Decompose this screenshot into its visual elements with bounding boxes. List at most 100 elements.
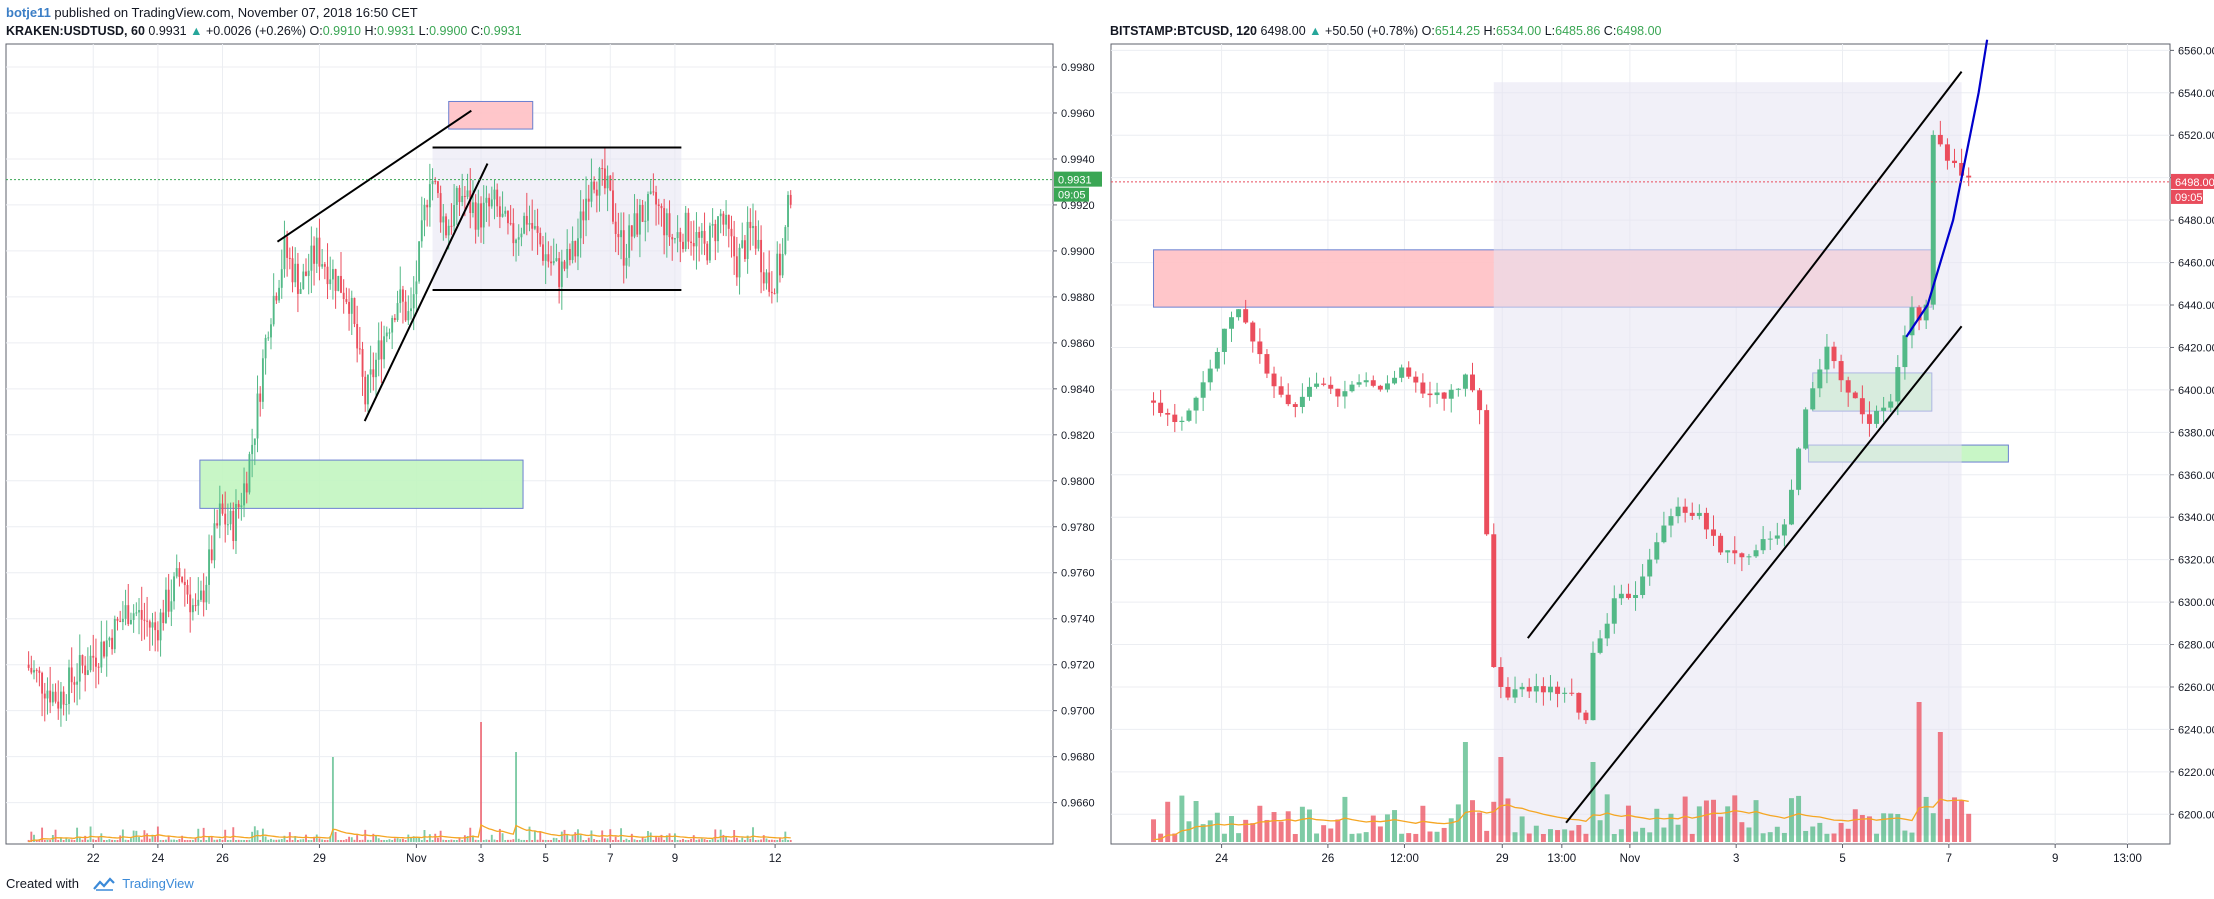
btc-candle (1604, 623, 1610, 639)
btc-candle (1399, 367, 1405, 378)
usdt-candle (278, 287, 281, 301)
usdt-volume-bar (356, 835, 359, 842)
btc-candle (1512, 689, 1518, 698)
btc-x-tick-label: 24 (1215, 853, 1228, 865)
usdt-volume-bar (264, 836, 267, 842)
usdt-volume-bar (173, 839, 175, 842)
usdt-chart[interactable]: 0.9980 0.9960 0.9940 0.9920 0.9900 0.9880 0.98… (0, 0, 1105, 870)
btc-candle (1725, 550, 1731, 553)
usdt-volume-bar (711, 839, 714, 842)
btc-volume-bar (1186, 821, 1192, 842)
usdt-candle (418, 241, 421, 282)
btc-candle (1746, 556, 1752, 558)
usdt-y-tick-label: 0.9980 (1061, 62, 1095, 74)
usdt-candle (544, 254, 547, 261)
usdt-x-tick-label: 22 (87, 853, 100, 865)
usdt-x-tick-label: 12 (769, 853, 782, 865)
btc-candle (1640, 576, 1646, 596)
btc-volume-bar (1413, 833, 1419, 842)
btc-volume-bar (1406, 833, 1412, 842)
usdt-volume-bar (243, 839, 245, 842)
usdt-volume-bar (299, 839, 302, 842)
usdt-volume-bar (205, 839, 208, 842)
usdt-volume-bar (547, 839, 550, 842)
tradingview-logo-icon (92, 877, 115, 891)
btc-symbol[interactable]: BITSTAMP:BTCUSD, 120 (1110, 24, 1258, 38)
usdt-x-tick-label: 29 (313, 853, 326, 865)
usdt-volume-bar (708, 839, 711, 842)
usdt-candle (369, 369, 372, 375)
usdt-candle (558, 258, 561, 287)
usdt-volume-bar (202, 827, 205, 842)
usdt-volume-bar (235, 839, 237, 842)
usdt-candle (178, 568, 181, 577)
btc-candle (1739, 553, 1745, 558)
usdt-candle (380, 340, 383, 360)
usdt-volume-bar (725, 836, 728, 842)
btc-low: 6485.86 (1555, 24, 1601, 38)
usdt-candle (334, 269, 337, 291)
btc-candle (1470, 374, 1475, 391)
btc-volume-bar (1597, 820, 1603, 842)
usdt-candle (138, 610, 140, 613)
btc-candle (1356, 382, 1362, 385)
usdt-volume-bar (162, 840, 165, 842)
btc-y-tick-label: 6400.00 (2178, 385, 2214, 397)
btc-chart[interactable]: 6560.006540.006520.006500.006480.006460.… (1107, 0, 2214, 870)
btc-candle (1498, 667, 1504, 687)
usdt-candle (111, 637, 114, 650)
usdt-volume-bar (423, 830, 426, 842)
btc-candle (1789, 489, 1794, 525)
tradingview-link[interactable]: TradingView (122, 876, 194, 891)
usdt-candle (768, 272, 771, 292)
author-link[interactable]: botje11 (6, 5, 51, 20)
usdt-volume-bar (208, 836, 210, 842)
usdt-countdown-label: 09:05 (1058, 190, 1086, 202)
btc-candle (1838, 361, 1844, 381)
usdt-candle (671, 237, 674, 240)
usdt-candle (657, 204, 660, 207)
usdt-volume-bar (183, 839, 186, 842)
usdt-volume-bar (515, 752, 517, 842)
usdt-candle (78, 655, 81, 682)
btc-candle (1952, 160, 1957, 164)
usdt-volume-bar (714, 829, 717, 842)
usdt-candle (684, 212, 687, 250)
btc-volume-bar (1151, 819, 1157, 842)
usdt-volume-bar (116, 839, 119, 842)
btc-candle (1753, 550, 1759, 557)
btc-candle (1363, 380, 1369, 383)
usdt-volume-bar (585, 839, 587, 842)
usdt-volume-bar (563, 829, 566, 842)
usdt-candle (762, 272, 765, 284)
usdt-candle (103, 641, 105, 657)
btc-volume-bar (1689, 833, 1695, 842)
usdt-candle (482, 202, 485, 228)
usdt-volume-bar (329, 836, 332, 842)
usdt-candle (577, 238, 579, 257)
usdt-volume-bar (582, 840, 585, 842)
usdt-volume-bar (210, 836, 213, 842)
btc-volume-bar (1229, 816, 1234, 842)
usdt-candle (383, 336, 386, 360)
btc-candle (1165, 412, 1171, 415)
usdt-candle (760, 239, 763, 273)
usdt-volume-bar (361, 839, 364, 842)
usdt-symbol[interactable]: KRAKEN:USDTUSD, 60 (6, 24, 145, 38)
btc-y-tick-label: 6420.00 (2178, 342, 2214, 354)
btc-volume-bar (1349, 833, 1355, 842)
usdt-volume-bar (305, 834, 307, 842)
usdt-volume-bar (493, 839, 496, 842)
usdt-volume-bar (789, 839, 792, 842)
usdt-candle (458, 187, 461, 203)
usdt-candle (582, 211, 585, 221)
btc-candle (1966, 175, 1972, 178)
usdt-candle (434, 181, 437, 183)
usdt-candle (741, 240, 744, 248)
usdt-volume-bar (310, 839, 313, 842)
usdt-volume-bar (27, 839, 30, 842)
btc-candle (1689, 512, 1695, 516)
usdt-volume-bar (498, 828, 501, 842)
usdt-candle (563, 261, 566, 269)
usdt-volume-bar (436, 837, 439, 842)
